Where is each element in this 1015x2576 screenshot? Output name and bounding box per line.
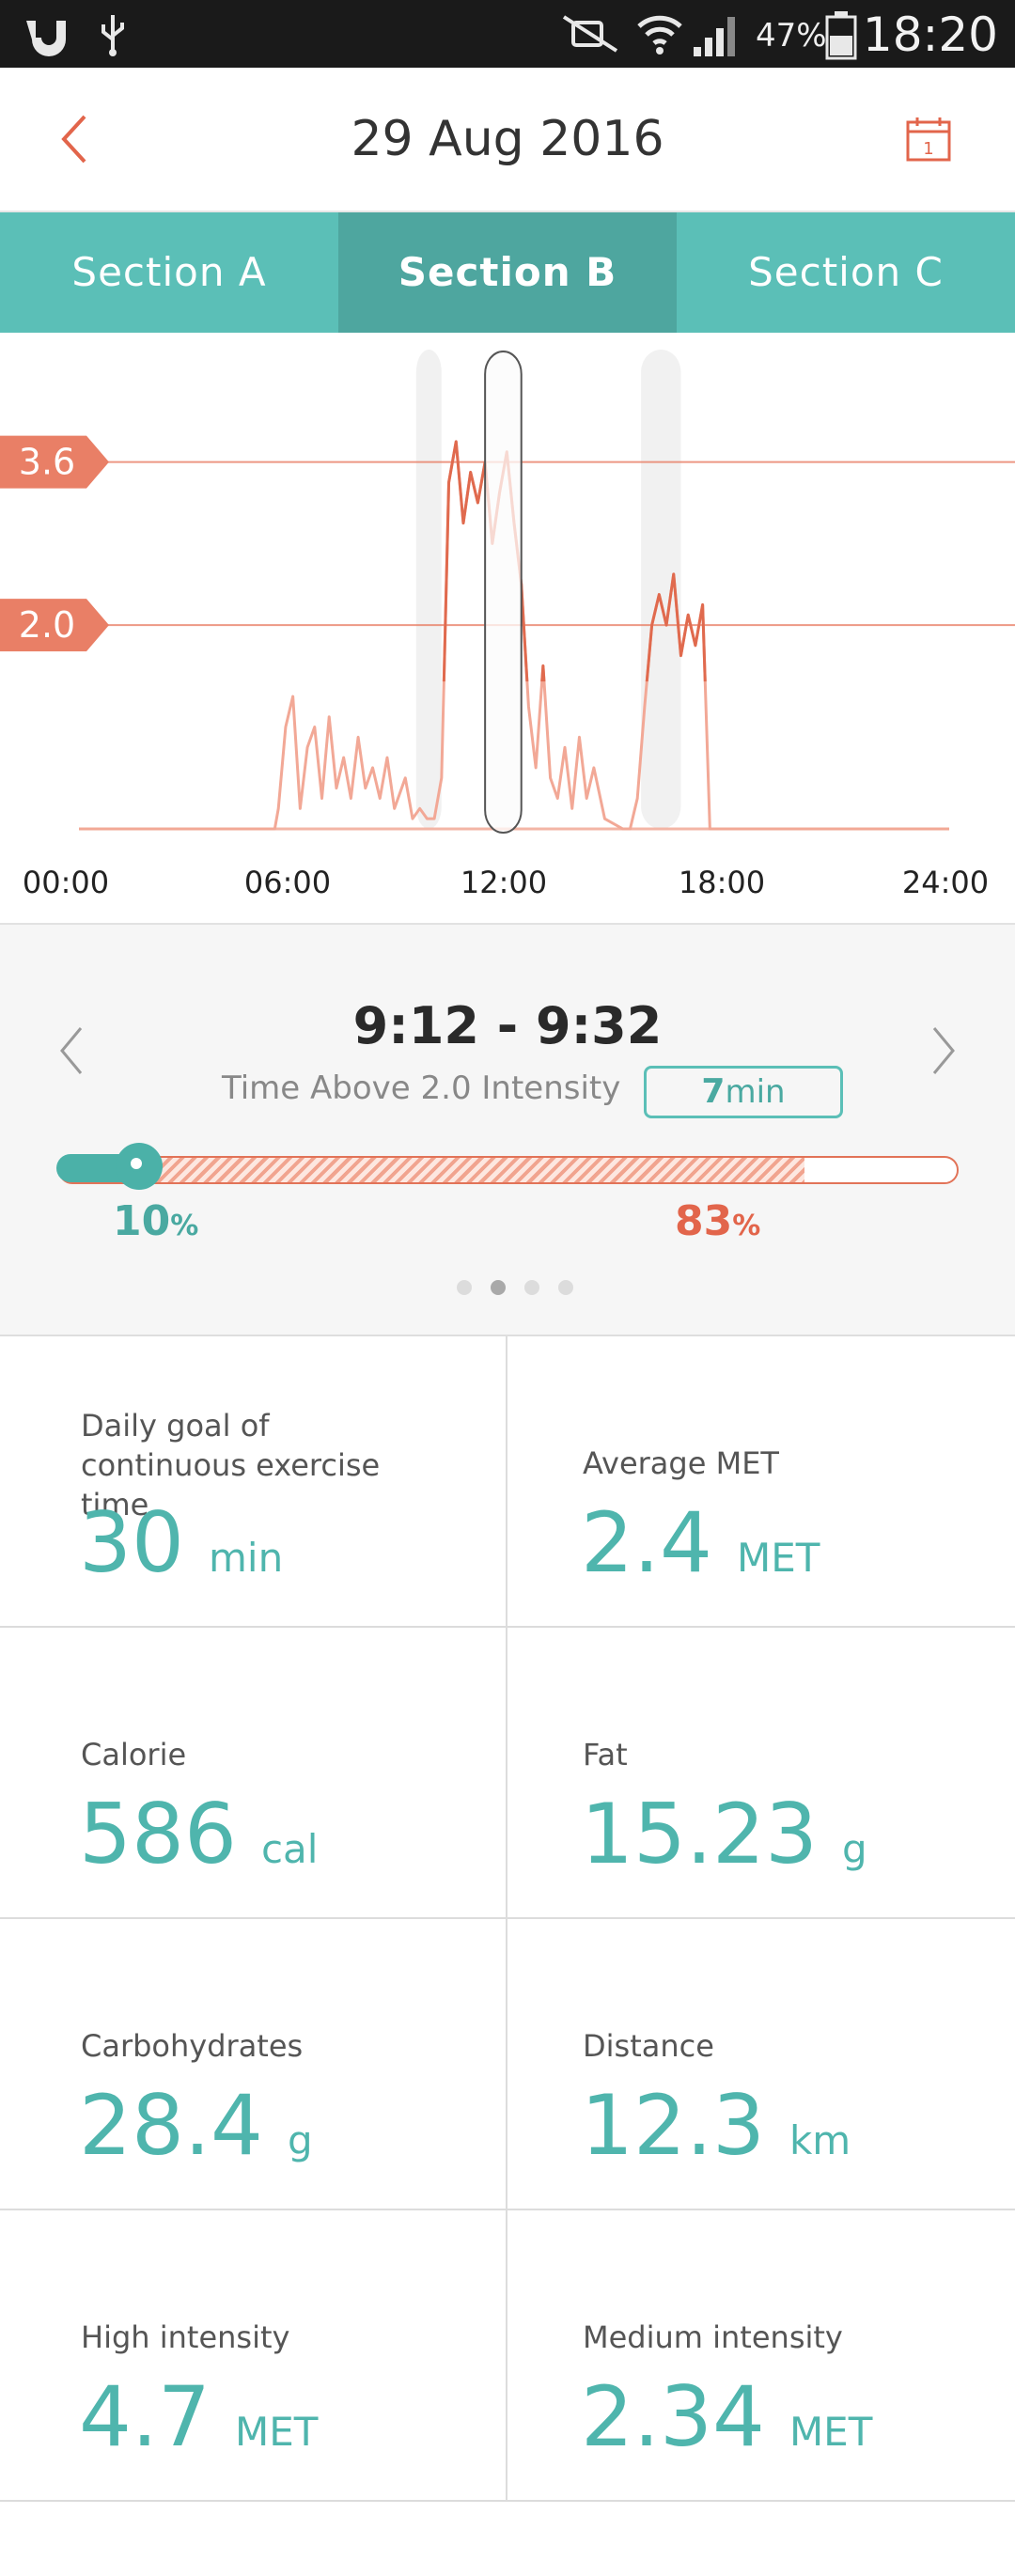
- stat-value: 28.4 g: [79, 2077, 313, 2174]
- page-dot-active[interactable]: [491, 1280, 506, 1295]
- selected-window-handle: [484, 351, 523, 834]
- stat-number: 2.34: [581, 2368, 765, 2465]
- stat-unit: min: [208, 1535, 284, 1581]
- low-percent-sign: %: [170, 1210, 199, 1242]
- page-dot[interactable]: [457, 1280, 472, 1295]
- stat-value: 2.34 MET: [581, 2368, 872, 2465]
- stat-unit: cal: [260, 1826, 319, 1872]
- stat-number: 15.23: [581, 1786, 818, 1882]
- selected-time-range: 9:12 - 9:32: [352, 996, 663, 1055]
- battery-percent: 47%: [756, 17, 827, 55]
- x-tick-label: 06:00: [244, 865, 331, 900]
- stat-number: 586: [79, 1786, 237, 1882]
- stat-fat: Fat 15.23 g: [508, 1628, 1015, 1919]
- time-above-label: Time Above 2.0 Intensity: [222, 1069, 621, 1107]
- stat-carbohydrates: Carbohydrates 28.4 g: [0, 1919, 508, 2210]
- stat-value: 4.7 MET: [79, 2368, 318, 2465]
- stat-unit: MET: [736, 1535, 820, 1581]
- stat-label: High intensity: [81, 2319, 290, 2355]
- stat-unit: g: [287, 2117, 313, 2163]
- x-tick-label: 12:00: [461, 865, 547, 900]
- page-dot[interactable]: [558, 1280, 573, 1295]
- page-title: 29 Aug 2016: [351, 111, 664, 167]
- back-chevron-icon[interactable]: [55, 111, 92, 167]
- time-above-value: 7: [701, 1072, 726, 1111]
- stat-unit: MET: [789, 2409, 873, 2455]
- page-dot[interactable]: [524, 1280, 539, 1295]
- next-chevron-icon[interactable]: [927, 1023, 960, 1079]
- stat-value: 586 cal: [79, 1786, 318, 1882]
- threshold-tag: [0, 599, 109, 652]
- activity-window: [641, 350, 681, 829]
- intensity-progress-track: [58, 1156, 959, 1184]
- stat-medium-intensity: Medium intensity 2.34 MET: [508, 2210, 1015, 2502]
- time-above-badge: 7min: [644, 1066, 843, 1118]
- stat-unit: g: [841, 1826, 867, 1872]
- high-percent-sign: %: [732, 1210, 761, 1242]
- stat-value: 30 min: [79, 1494, 283, 1591]
- threshold-tag-label: 3.6: [19, 442, 75, 483]
- wifi-icon: [637, 15, 682, 55]
- stat-distance: Distance 12.3 km: [508, 1919, 1015, 2210]
- tab-section-c[interactable]: Section C: [748, 249, 944, 295]
- stat-daily-goal: Daily goal of continuous exercise time 3…: [0, 1336, 508, 1628]
- tab-section-b[interactable]: Section B: [338, 212, 677, 333]
- activity-window: [415, 350, 442, 829]
- stat-number: 28.4: [79, 2077, 263, 2174]
- stat-calorie: Calorie 586 cal: [0, 1628, 508, 1919]
- time-above-unit: min: [725, 1073, 786, 1111]
- stat-label: Calorie: [81, 1737, 187, 1772]
- tab-section-a[interactable]: Section A: [71, 249, 267, 295]
- section-tabs: Section A Section B Section C: [0, 212, 1015, 333]
- previous-chevron-icon[interactable]: [55, 1023, 88, 1079]
- stat-number: 12.3: [581, 2077, 765, 2174]
- stat-label: Carbohydrates: [81, 2028, 304, 2064]
- stat-number: 30: [79, 1494, 184, 1591]
- stat-number: 4.7: [79, 2368, 211, 2465]
- stat-number: 2.4: [581, 1494, 712, 1591]
- stat-label: Daily goal of continuous exercise time: [81, 1408, 381, 1522]
- battery-icon: [825, 11, 857, 60]
- stat-label: Average MET: [583, 1445, 779, 1481]
- stat-unit: MET: [234, 2409, 319, 2455]
- threshold-tag-label: 2.0: [19, 604, 75, 646]
- status-bar: 47% 18:20: [0, 0, 1015, 68]
- svg-text:1: 1: [923, 139, 933, 159]
- stat-value: 15.23 g: [581, 1786, 867, 1882]
- x-tick-label: 18:00: [679, 865, 765, 900]
- x-tick-label: 00:00: [23, 865, 109, 900]
- header: 29 Aug 2016 1: [0, 68, 1015, 212]
- stat-average-met: Average MET 2.4 MET: [508, 1336, 1015, 1628]
- stat-value: 2.4 MET: [581, 1494, 820, 1591]
- progress-hatch-fill: [60, 1158, 804, 1182]
- app-notification-icon: [26, 17, 66, 56]
- signal-icon: [694, 17, 735, 56]
- stat-label: Fat: [583, 1737, 628, 1772]
- page-indicator: [447, 1280, 583, 1299]
- clock: 18:20: [862, 8, 998, 62]
- stat-high-intensity: High intensity 4.7 MET: [0, 2210, 508, 2502]
- calendar-icon[interactable]: 1: [904, 115, 953, 164]
- stat-value: 12.3 km: [581, 2077, 851, 2174]
- threshold-tag: [0, 435, 109, 489]
- intensity-chart-svg: 3.6 2.0 00:00 06:00 12:00 18:00 24:00: [0, 350, 1015, 900]
- high-percent-value: 83: [675, 1197, 733, 1245]
- progress-knob[interactable]: [116, 1143, 163, 1190]
- high-percent: 83%: [675, 1197, 760, 1245]
- x-tick-label: 24:00: [902, 865, 989, 900]
- intensity-chart[interactable]: 3.6 2.0 00:00 06:00 12:00 18:00 24:00: [0, 333, 1015, 926]
- stat-label: Medium intensity: [583, 2319, 843, 2355]
- selection-panel: 9:12 - 9:32 Time Above 2.0 Intensity 7mi…: [0, 925, 1015, 1336]
- stat-unit: km: [789, 2117, 851, 2163]
- low-percent: 10%: [113, 1197, 198, 1245]
- low-percent-value: 10: [113, 1197, 171, 1245]
- stat-label: Distance: [583, 2028, 714, 2064]
- mute-icon: [562, 15, 618, 53]
- usb-icon: [102, 15, 124, 56]
